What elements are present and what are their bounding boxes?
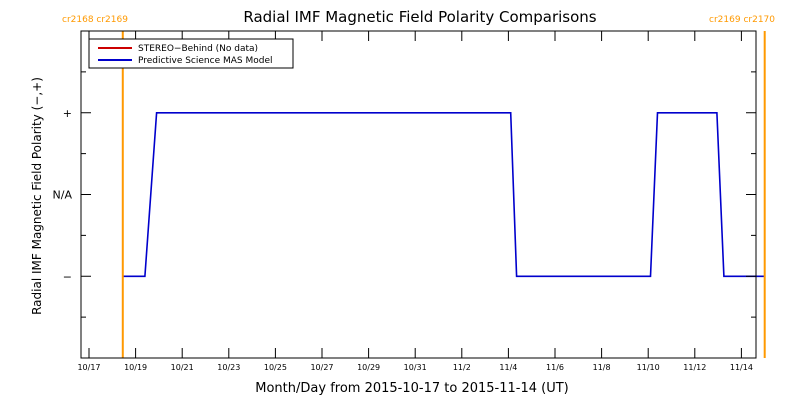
x-tick-label: 11/4	[499, 363, 517, 372]
x-tick-label: 10/27	[310, 363, 333, 372]
x-tick-label: 10/23	[217, 363, 240, 372]
y-tick-label: −	[63, 270, 72, 283]
rotation-marker-labels: cr2168 cr2169 cr2169 cr2170	[62, 15, 775, 25]
x-tick-label: 11/10	[637, 363, 660, 372]
rotation-marker-label: cr2169 cr2170	[709, 15, 775, 25]
y-axis-label: Radial IMF Magnetic Field Polarity (−,+)	[30, 77, 44, 315]
chart-title: Radial IMF Magnetic Field Polarity Compa…	[243, 8, 596, 26]
x-tick-label: 10/21	[171, 363, 194, 372]
x-tick-label: 11/12	[683, 363, 706, 372]
legend-label-stereo-behind: STEREO−Behind (No data)	[138, 44, 258, 54]
legend-box	[88, 38, 294, 69]
x-tick-label: 10/25	[264, 363, 287, 372]
series-layer	[122, 112, 765, 278]
x-tick-label: 10/17	[77, 363, 100, 372]
x-axis-ticks: 10/17 10/19 10/21 10/23 10/25 10/27 10/29 10/31…	[77, 31, 753, 372]
y-tick-label: +	[63, 107, 72, 120]
legend: STEREO−Behind (No data) Predictive Scien…	[88, 38, 294, 69]
x-tick-label: 10/19	[124, 363, 147, 372]
x-tick-label: 11/6	[546, 363, 564, 372]
x-tick-label: 10/29	[357, 363, 380, 372]
legend-label-mas-model: Predictive Science MAS Model	[138, 56, 273, 66]
rotation-marker-lines	[121, 31, 766, 358]
x-tick-label: 11/8	[593, 363, 611, 372]
x-tick-label: 11/2	[453, 363, 471, 372]
y-tick-label: N/A	[53, 189, 73, 202]
x-axis-label: Month/Day from 2015-10-17 to 2015-11-14 …	[255, 381, 568, 396]
y-axis-ticks: + N/A −	[53, 71, 756, 318]
rotation-marker-label: cr2168 cr2169	[62, 15, 128, 25]
series-line-mas-model	[122, 112, 765, 278]
x-tick-label: 11/14	[730, 363, 753, 372]
x-tick-label: 10/31	[404, 363, 427, 372]
